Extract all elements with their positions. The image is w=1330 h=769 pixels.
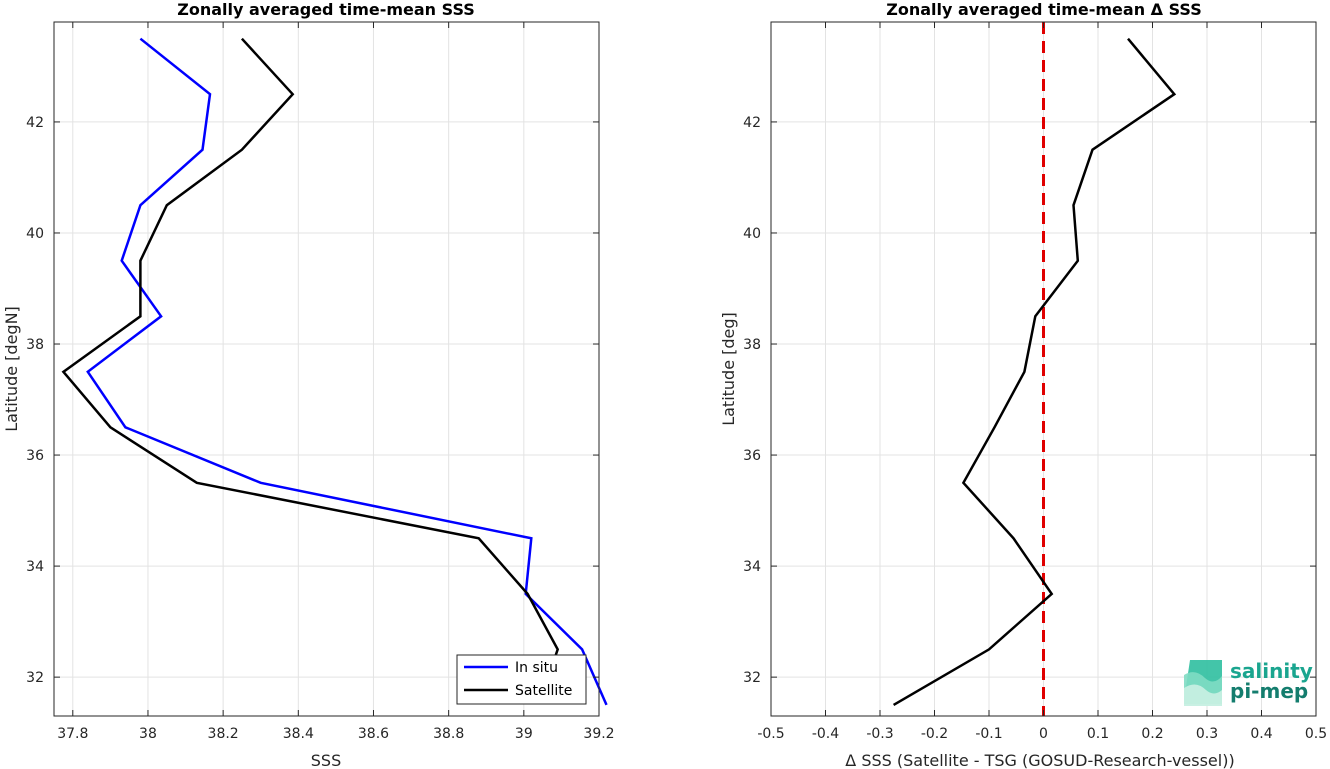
sss-ytick-label: 32 [26,670,44,686]
delta-xtick-label: 0.3 [1196,726,1218,742]
salinity-pimep-logo: salinity pi-mep [1184,659,1313,706]
sss-ytick-label: 42 [26,115,44,131]
wave-icon [1184,660,1222,706]
delta-ytick-label: 32 [743,670,761,686]
delta-ytick-label: 40 [743,226,761,242]
delta-sss-panel-title: Zonally averaged time-mean Δ SSS [886,0,1202,19]
sss-xtick-label: 38.6 [358,726,389,742]
sss-xtick-label: 38.8 [433,726,464,742]
legend-box [456,654,587,705]
sss-ytick-label: 34 [26,559,44,575]
delta-sss-panel: Zonally averaged time-mean Δ SSS -0.5 -0.… [719,0,1327,769]
sss-xtick-label: 38.4 [283,726,314,742]
delta-xtick-label: 0.2 [1141,726,1163,742]
delta-xtick-label: 0.1 [1087,726,1109,742]
delta-xtick-label: -0.1 [975,726,1002,742]
sss-xtick-label: 37.8 [57,726,88,742]
sss-ticks: 37.8 38 38.2 38.4 38.6 38.8 39 39.2 32 34 36 38 40 42 [26,22,615,742]
delta-xtick-label: -0.5 [757,726,784,742]
sss-series-line-in-situ [86,37,608,706]
sss-plot-frame [53,21,600,717]
sss-ylabel: Latitude [degN] [2,306,21,432]
sss-grid [54,22,600,716]
delta-ylabel: Latitude [deg] [719,312,738,426]
logo-text-salinity: salinity [1230,659,1313,683]
sss-xtick-label: 39.2 [583,726,614,742]
sss-panel: Zonally averaged time-mean SSS 37.8 38 38.… [2,0,615,769]
delta-ytick-label: 34 [743,559,761,575]
delta-xtick-label: 0 [1039,726,1048,742]
delta-series [892,22,1177,716]
legend-label-satellite: Satellite [515,683,572,699]
delta-xtick-label: -0.2 [921,726,948,742]
sss-series [61,37,608,706]
legend-label-in-situ: In situ [515,660,558,676]
delta-ticks: -0.5 -0.4 -0.3 -0.2 -0.1 0 0.1 0.2 0.3 0.4 0.5 32 34… [743,22,1327,742]
delta-ytick-label: 36 [743,448,761,464]
delta-xlabel: Δ SSS (Satellite - TSG (GOSUD-Research-v… [845,751,1234,769]
sss-ytick-label: 36 [26,448,44,464]
sss-xtick-label: 39 [515,726,533,742]
delta-xtick-label: 0.5 [1305,726,1327,742]
logo-text-pimep: pi-mep [1230,679,1308,703]
delta-xtick-label: -0.4 [812,726,839,742]
sss-xtick-label: 38.2 [208,726,239,742]
delta-ytick-label: 42 [743,115,761,131]
sss-legend: In situ Satellite [456,654,587,705]
delta-xtick-label: 0.4 [1250,726,1272,742]
sss-xtick-label: 38 [139,726,157,742]
delta-series-line-delta [892,37,1177,706]
sss-panel-title: Zonally averaged time-mean SSS [177,0,475,19]
sss-series-line-satellite [61,37,560,661]
delta-ytick-label: 38 [743,337,761,353]
sss-ytick-label: 38 [26,337,44,353]
sss-xlabel: SSS [311,751,341,769]
sss-ytick-label: 40 [26,226,44,242]
delta-xtick-label: -0.3 [866,726,893,742]
